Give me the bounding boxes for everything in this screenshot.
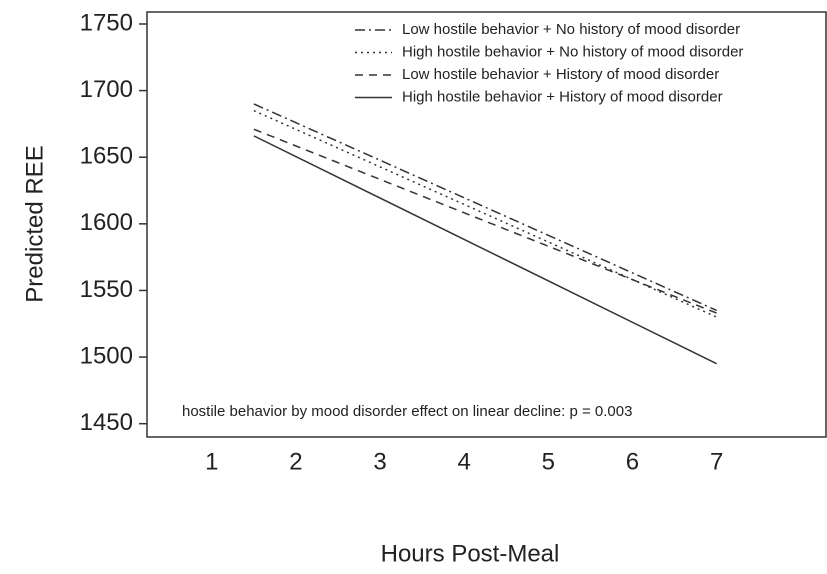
y-tick-label: 1750 bbox=[80, 9, 133, 36]
x-axis-label: Hours Post-Meal bbox=[381, 540, 560, 567]
x-tick-label: 2 bbox=[289, 448, 302, 475]
y-tick-label: 1500 bbox=[80, 342, 133, 369]
series-line bbox=[253, 135, 717, 365]
x-tick-label: 3 bbox=[373, 448, 386, 475]
legend-label: High hostile behavior + No history of mo… bbox=[402, 43, 743, 60]
y-tick-label: 1450 bbox=[80, 409, 133, 436]
legend-label: High hostile behavior + History of mood … bbox=[402, 88, 723, 105]
y-axis-label: Predicted REE bbox=[21, 145, 48, 302]
y-tick-label: 1650 bbox=[80, 143, 133, 170]
x-tick-label: 4 bbox=[458, 448, 471, 475]
series-line bbox=[253, 109, 717, 318]
y-tick-label: 1600 bbox=[80, 209, 133, 236]
x-tick-label: 6 bbox=[626, 448, 639, 475]
annotation: hostile behavior by mood disorder effect… bbox=[182, 403, 632, 420]
y-tick-label: 1700 bbox=[80, 76, 133, 103]
y-tick-label: 1550 bbox=[80, 276, 133, 303]
series-line bbox=[253, 128, 717, 314]
legend-label: Low hostile behavior + History of mood d… bbox=[402, 66, 719, 83]
legend-label: Low hostile behavior + No history of moo… bbox=[402, 21, 740, 38]
x-tick-label: 5 bbox=[542, 448, 555, 475]
x-tick-label: 1 bbox=[205, 448, 218, 475]
series-line bbox=[253, 103, 717, 312]
x-tick-label: 7 bbox=[710, 448, 723, 475]
